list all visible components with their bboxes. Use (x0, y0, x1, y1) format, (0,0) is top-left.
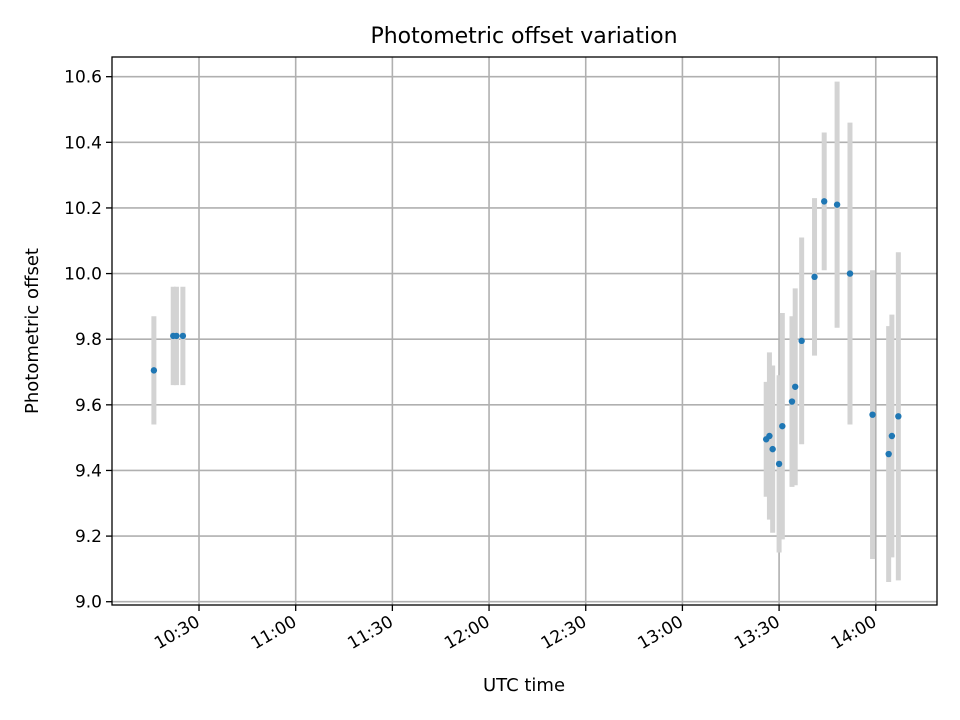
y-axis-ticks: 9.0 9.2 9.4 9.6 9.8 10.0 10.2 10.4 10.6 (64, 68, 112, 613)
x-tick-label: 11:00 (248, 612, 300, 654)
data-point (895, 413, 902, 420)
data-point (179, 332, 187, 340)
y-axis-label: Photometric offset (22, 248, 43, 414)
y-tick-label: 9.6 (75, 396, 102, 416)
data-point (766, 432, 773, 440)
x-tick-label: 12:30 (538, 612, 590, 654)
x-axis-ticks: 10:30 11:00 11:30 12:00 12:30 13:00 13:30 14:00 (151, 605, 880, 654)
data-point (798, 337, 805, 345)
y-tick-label: 9.8 (75, 330, 102, 350)
error-bars (151, 81, 901, 583)
x-tick-label: 14:00 (828, 612, 880, 654)
data-point (821, 198, 828, 205)
y-tick-label: 9.2 (75, 527, 102, 547)
data-point (833, 201, 841, 208)
x-tick-label: 12:00 (441, 612, 493, 654)
y-tick-label: 10.4 (64, 133, 102, 153)
data-points (150, 198, 902, 468)
y-tick-label: 10.0 (64, 265, 102, 285)
y-tick-label: 9.4 (75, 461, 102, 481)
data-point (788, 398, 796, 405)
data-point (775, 460, 783, 468)
x-tick-label: 10:30 (151, 612, 203, 654)
data-point (173, 332, 180, 340)
data-point (769, 445, 776, 453)
data-point (888, 432, 896, 440)
y-tick-label: 10.6 (64, 68, 102, 88)
y-tick-label: 9.0 (75, 593, 102, 613)
x-tick-label: 13:30 (731, 612, 783, 654)
x-tick-label: 11:30 (344, 612, 396, 654)
chart-title: Photometric offset variation (370, 24, 677, 49)
x-axis-label: UTC time (483, 675, 565, 696)
data-point (811, 273, 818, 281)
data-point (846, 270, 854, 277)
y-tick-label: 10.2 (64, 199, 102, 219)
x-tick-label: 13:00 (634, 612, 686, 654)
plot-frame (111, 56, 938, 606)
data-point (869, 411, 876, 418)
data-point (150, 367, 158, 374)
data-point (792, 383, 799, 390)
data-point (885, 450, 892, 458)
data-point (779, 422, 786, 430)
